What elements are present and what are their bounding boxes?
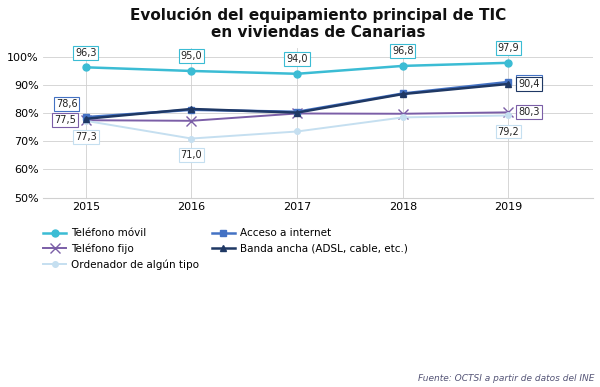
Teléfono móvil [399, 63, 406, 68]
Text: 71,0: 71,0 [181, 150, 202, 159]
Teléfono móvil [188, 68, 195, 73]
Banda ancha (ADSL, cable, etc.) [293, 110, 301, 115]
Text: 79,2: 79,2 [497, 127, 520, 137]
Legend: Teléfono móvil, Teléfono fijo, Ordenador de algún tipo, Acceso a internet, Banda: Teléfono móvil, Teléfono fijo, Ordenador… [43, 228, 408, 270]
Teléfono móvil [82, 65, 89, 70]
Acceso a internet [293, 110, 301, 114]
Line: Banda ancha (ADSL, cable, etc.): Banda ancha (ADSL, cable, etc.) [82, 80, 512, 122]
Banda ancha (ADSL, cable, etc.) [82, 116, 89, 121]
Title: Evolución del equipamiento principal de TIC
en viviendas de Canarias: Evolución del equipamiento principal de … [130, 7, 506, 40]
Acceso a internet [188, 108, 195, 112]
Text: 91,1: 91,1 [518, 77, 540, 87]
Acceso a internet [505, 80, 512, 84]
Ordenador de algún tipo [293, 129, 301, 134]
Acceso a internet [82, 115, 89, 120]
Line: Acceso a internet: Acceso a internet [82, 79, 512, 121]
Line: Teléfono móvil: Teléfono móvil [82, 59, 512, 77]
Teléfono móvil [505, 60, 512, 65]
Text: 80,3: 80,3 [518, 107, 540, 117]
Text: 97,9: 97,9 [497, 43, 520, 53]
Text: 77,3: 77,3 [75, 132, 97, 142]
Acceso a internet [399, 91, 406, 96]
Text: 96,3: 96,3 [75, 48, 97, 58]
Text: Fuente: OCTSI a partir de datos del INE: Fuente: OCTSI a partir de datos del INE [418, 374, 594, 383]
Teléfono fijo [82, 118, 89, 123]
Teléfono fijo [399, 111, 406, 116]
Line: Ordenador de algún tipo: Ordenador de algún tipo [83, 113, 511, 141]
Text: 78,6: 78,6 [56, 99, 77, 109]
Ordenador de algún tipo [188, 136, 195, 141]
Text: 94,0: 94,0 [286, 54, 308, 64]
Line: Teléfono fijo: Teléfono fijo [81, 108, 514, 126]
Teléfono fijo [293, 111, 301, 116]
Text: 96,8: 96,8 [392, 46, 413, 56]
Text: 90,4: 90,4 [518, 79, 540, 89]
Text: 95,0: 95,0 [181, 51, 202, 61]
Banda ancha (ADSL, cable, etc.) [188, 107, 195, 111]
Banda ancha (ADSL, cable, etc.) [505, 82, 512, 86]
Text: 77,5: 77,5 [54, 115, 76, 125]
Ordenador de algún tipo [82, 118, 89, 123]
Banda ancha (ADSL, cable, etc.) [399, 92, 406, 96]
Ordenador de algún tipo [505, 113, 512, 118]
Teléfono fijo [505, 110, 512, 115]
Ordenador de algún tipo [399, 115, 406, 120]
Teléfono móvil [293, 72, 301, 76]
Teléfono fijo [188, 118, 195, 123]
